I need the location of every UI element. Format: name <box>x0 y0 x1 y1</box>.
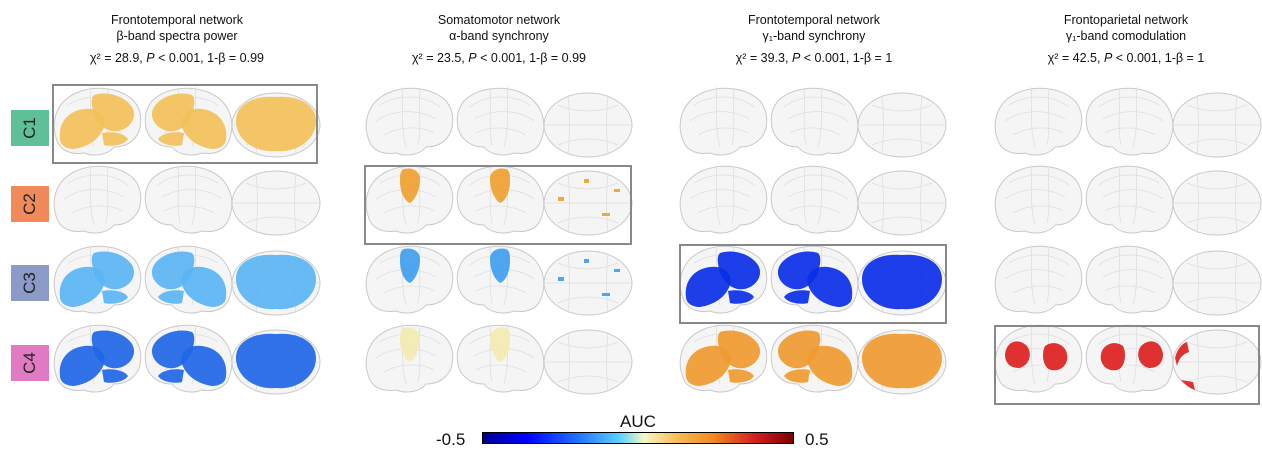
panel-2-row-3-lateral-left <box>365 244 454 314</box>
brain-grid <box>53 86 1262 395</box>
panel-4-stats: χ² = 42.5, P < 0.001, 1-β = 1 <box>1047 51 1205 65</box>
panel-3-row-1-lateral-left <box>679 86 768 156</box>
panel-2-row-4-lateral-right <box>456 323 545 393</box>
panel-2-row-1-dorsal <box>543 92 633 158</box>
panel-1-row-4-dorsal <box>231 329 321 395</box>
panel-1-stats: χ² = 28.9, P < 0.001, 1-β = 0.99 <box>90 51 264 65</box>
panel-2-row-2-dorsal <box>543 170 633 236</box>
panel-4-row-1-dorsal <box>1172 92 1262 158</box>
panel-4-network: Frontoparietal network <box>1063 13 1189 27</box>
row-label-c4: C4 <box>11 345 49 381</box>
colorbar <box>482 432 794 444</box>
panel-4-row-1-lateral-left <box>994 86 1083 156</box>
panel-1-row-4-lateral-right <box>144 323 233 393</box>
panel-1-row-2-lateral-right <box>144 164 233 234</box>
row-label-c1: C1 <box>11 110 49 146</box>
panel-4-row-4-lateral-right <box>1085 323 1174 393</box>
panel-4-header: Frontoparietal network γ₁-band comodulat… <box>976 12 1262 66</box>
panel-1-row-1-lateral-left <box>53 86 142 156</box>
row-label-c3: C3 <box>11 265 49 301</box>
panel-1-row-1-dorsal <box>231 92 321 158</box>
panel-3-feature: γ₁-band synchrony <box>762 29 866 43</box>
panel-1-highlight-box <box>52 84 318 164</box>
panel-2-row-3-lateral-right <box>456 244 545 314</box>
panel-1-row-3-lateral-right <box>144 244 233 314</box>
panel-2-feature: α-band synchrony <box>449 29 549 43</box>
panel-1-row-3-lateral-left <box>53 244 142 314</box>
panel-3-row-2-lateral-right <box>770 164 859 234</box>
colorbar-title: AUC <box>620 412 656 431</box>
panel-4-row-2-lateral-left <box>994 164 1083 234</box>
panel-4-row-4-lateral-left <box>994 323 1083 393</box>
panel-2-row-1-lateral-right <box>456 86 545 156</box>
panel-2-row-3-dorsal <box>543 250 633 316</box>
colorbar-min-label: -0.5 <box>436 430 466 449</box>
panel-1-feature: β-band spectra power <box>116 29 238 43</box>
panel-2-network: Somatomotor network <box>437 13 561 27</box>
panel-1-network: Frontotemporal network <box>110 13 243 27</box>
panel-4-row-3-lateral-right <box>1085 244 1174 314</box>
panel-1-row-4-lateral-left <box>53 323 142 393</box>
panel-2-highlight-box <box>364 165 632 245</box>
panel-4-row-4-dorsal <box>1172 329 1262 395</box>
panel-2-stats: χ² = 23.5, P < 0.001, 1-β = 0.99 <box>412 51 586 65</box>
panel-4-row-2-dorsal <box>1172 170 1262 236</box>
panel-4-row-3-dorsal <box>1172 250 1262 316</box>
panel-1-header: Frontotemporal network β-band spectra po… <box>27 12 327 66</box>
panel-3-network: Frontotemporal network <box>747 13 880 27</box>
panel-3-row-3-lateral-left <box>679 244 768 314</box>
panel-3-row-1-lateral-right <box>770 86 859 156</box>
panel-3-stats: χ² = 39.3, P < 0.001, 1-β = 1 <box>735 51 893 65</box>
panel-4-row-2-lateral-right <box>1085 164 1174 234</box>
panel-2-header: Somatomotor network α-band synchrony χ² … <box>349 12 649 66</box>
panel-2-row-4-lateral-left <box>365 323 454 393</box>
row-label-c2: C2 <box>11 186 49 222</box>
panel-1-row-2-lateral-left <box>53 164 142 234</box>
panel-3-row-2-lateral-left <box>679 164 768 234</box>
panel-3-row-3-dorsal <box>857 250 947 316</box>
colorbar-max-label: 0.5 <box>805 430 829 449</box>
panel-4-row-3-lateral-left <box>994 244 1083 314</box>
panel-4-highlight-box <box>994 325 1260 405</box>
panel-3-row-4-lateral-right <box>770 323 859 393</box>
panel-2-row-1-lateral-left <box>365 86 454 156</box>
panel-1-row-2-dorsal <box>231 170 321 236</box>
panel-3-row-3-lateral-right <box>770 244 859 314</box>
panel-2-row-2-lateral-left <box>365 164 454 234</box>
panel-3-row-4-dorsal <box>857 329 947 395</box>
panel-1-row-3-dorsal <box>231 250 321 316</box>
panel-3-row-4-lateral-left <box>679 323 768 393</box>
panel-3-header: Frontotemporal network γ₁-band synchrony… <box>664 12 964 66</box>
panel-2-row-4-dorsal <box>543 329 633 395</box>
panel-4-feature: γ₁-band comodulation <box>1065 29 1187 43</box>
panel-4-row-1-lateral-right <box>1085 86 1174 156</box>
panel-1-row-1-lateral-right <box>144 86 233 156</box>
panel-3-row-2-dorsal <box>857 170 947 236</box>
panel-2-row-2-lateral-right <box>456 164 545 234</box>
panel-3-highlight-box <box>679 244 947 324</box>
panel-3-row-1-dorsal <box>857 92 947 158</box>
